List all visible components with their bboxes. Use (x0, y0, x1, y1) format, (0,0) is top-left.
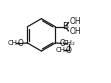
Text: OH: OH (69, 27, 81, 36)
Text: OH: OH (69, 17, 81, 26)
Text: O: O (66, 46, 72, 55)
Text: CH₃: CH₃ (7, 40, 20, 46)
Text: CH₃: CH₃ (55, 47, 68, 53)
Text: O: O (18, 39, 24, 48)
Text: B: B (62, 22, 68, 31)
Text: O: O (59, 39, 65, 48)
Text: CH₂: CH₂ (62, 40, 75, 46)
